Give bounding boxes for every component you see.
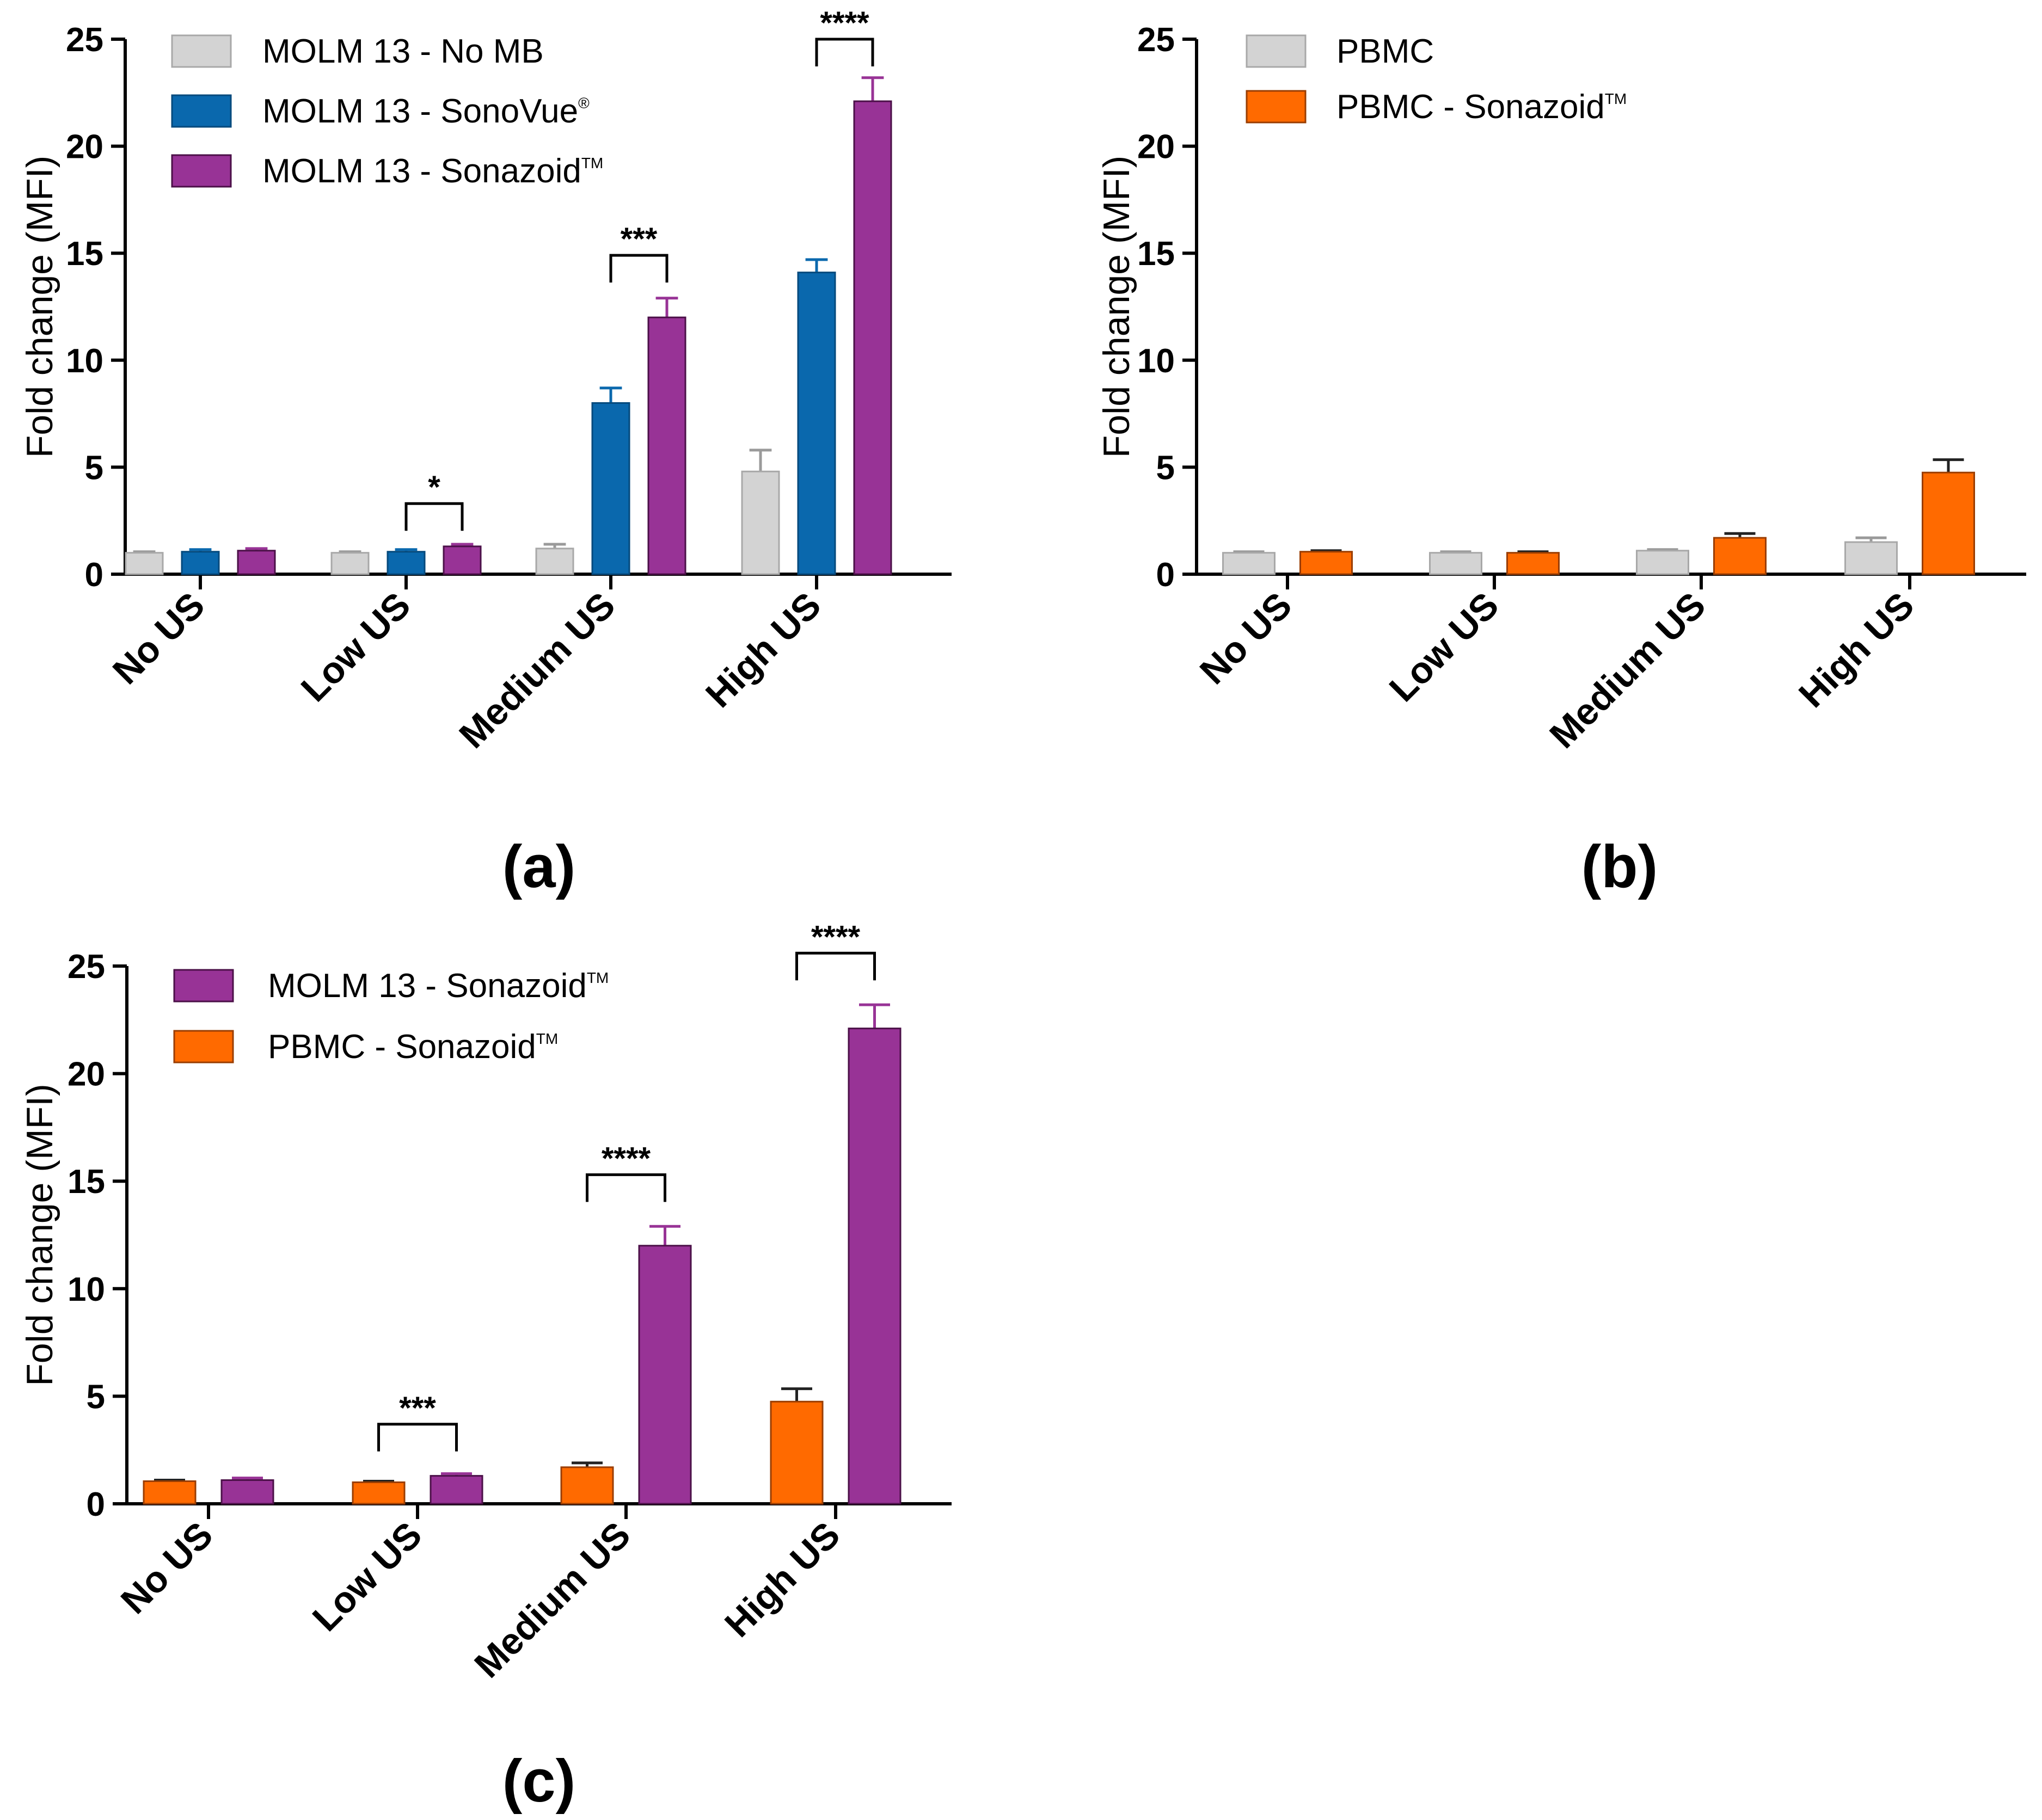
significance-bracket [404,502,464,531]
bar [848,1028,902,1505]
y-tick-label: 15 [66,235,103,273]
bar [1636,550,1689,575]
legend-label: PBMC - SonazoidTM [268,1028,558,1066]
bar [387,551,426,575]
bar [1222,552,1276,575]
significance-label: * [428,470,440,505]
legend-superscript: ® [578,95,590,112]
bar [853,100,892,575]
panel-label: (a) [502,833,575,900]
significance-bracket [815,38,874,66]
bar [430,1475,483,1505]
y-tick-label: 10 [68,1271,105,1308]
bar [1844,541,1898,575]
x-tick-label: Medium US [451,585,623,757]
y-tick-label: 5 [1156,449,1175,487]
x-tick-label: No US [105,585,213,692]
bar [181,551,220,575]
bar [237,550,276,575]
y-tick-label: 0 [85,556,103,594]
y-axis-label: Fold change (MFI) [1096,156,1137,458]
legend-swatch [1246,34,1307,68]
y-tick-label: 20 [68,1056,105,1093]
x-tick-label: Medium US [1542,585,1714,757]
x-tick-label: High US [717,1514,848,1645]
y-tick-label: 25 [1137,21,1175,59]
legend-label: MOLM 13 - SonazoidTM [262,152,603,190]
y-tick-label: 0 [1156,556,1175,594]
bar [797,272,836,575]
panel-c-chart: 0 5 10 15 20 25 Fold change (MFI) No US Low US Me… [19,919,952,1815]
significance-label: **** [602,1141,651,1176]
bar [560,1466,614,1505]
y-tick-label: 0 [87,1486,105,1523]
y-tick-label: 20 [66,128,103,166]
bar [1506,552,1560,575]
y-tick-label: 25 [66,21,103,59]
legend-swatch [171,154,232,188]
x-tick-label: High US [1791,585,1922,716]
bar [770,1400,824,1505]
legend-superscript: TM [587,969,609,986]
bar [535,548,574,575]
legend-swatch [1246,90,1307,124]
significance-bracket [609,254,669,283]
x-tick-label: Medium US [467,1514,639,1686]
legend-label: PBMC [1336,33,1434,70]
bar [352,1481,406,1505]
legend-label: PBMC - SonazoidTM [1336,88,1627,126]
legend-label: MOLM 13 - SonazoidTM [268,967,609,1005]
y-tick-label: 15 [68,1163,105,1201]
legend-superscript: TM [581,155,603,171]
legend-superscript: TM [1605,90,1627,107]
x-tick-label: No US [1192,585,1300,692]
y-tick-label: 15 [1137,235,1175,273]
legend-swatch [171,34,232,68]
x-tick-label: No US [113,1514,221,1622]
panel-a-chart: 0 5 10 15 20 25 Fold change (MFI) No US Low US Me… [19,5,952,900]
bar [741,470,780,575]
bar [591,402,630,575]
significance-label: **** [811,919,861,955]
bar [443,545,482,575]
significance-bracket [795,951,876,981]
y-axis-label: Fold change (MFI) [19,156,60,458]
significance-label: *** [621,222,658,257]
legend-label: MOLM 13 - No MB [262,33,544,70]
y-tick-label: 5 [87,1378,105,1416]
bar [125,552,164,575]
legend-swatch [173,1030,234,1063]
x-tick-label: High US [698,585,829,716]
y-tick-label: 25 [68,948,105,986]
panel-label: (b) [1581,833,1658,900]
x-tick-label: Low US [1382,585,1507,710]
x-tick-label: Low US [293,585,419,710]
y-tick-label: 10 [1137,342,1175,380]
bar [143,1480,197,1505]
bar [638,1245,692,1505]
bar [647,316,686,575]
y-axis-label: Fold change (MFI) [19,1084,60,1386]
significance-label: **** [820,5,869,41]
bar [330,552,370,575]
panel-b-chart: 0 5 10 15 20 25 Fold change (MFI) No US Low US Me… [1096,21,2026,900]
bar [1922,471,1975,575]
significance-label: *** [399,1391,436,1426]
significance-bracket [377,1423,458,1452]
legend-swatch [173,969,234,1003]
x-tick-label: Low US [305,1514,430,1639]
bar [1713,537,1767,575]
bar [1429,552,1482,575]
bar [220,1479,274,1505]
y-tick-label: 20 [1137,128,1175,166]
bar [1299,551,1353,575]
legend-label: MOLM 13 - SonoVue® [262,93,590,130]
legend-swatch [171,94,232,128]
y-tick-label: 10 [66,342,103,380]
panel-label: (c) [502,1748,575,1815]
legend-superscript: TM [536,1030,558,1047]
y-tick-label: 5 [85,449,103,487]
significance-bracket [586,1173,666,1202]
